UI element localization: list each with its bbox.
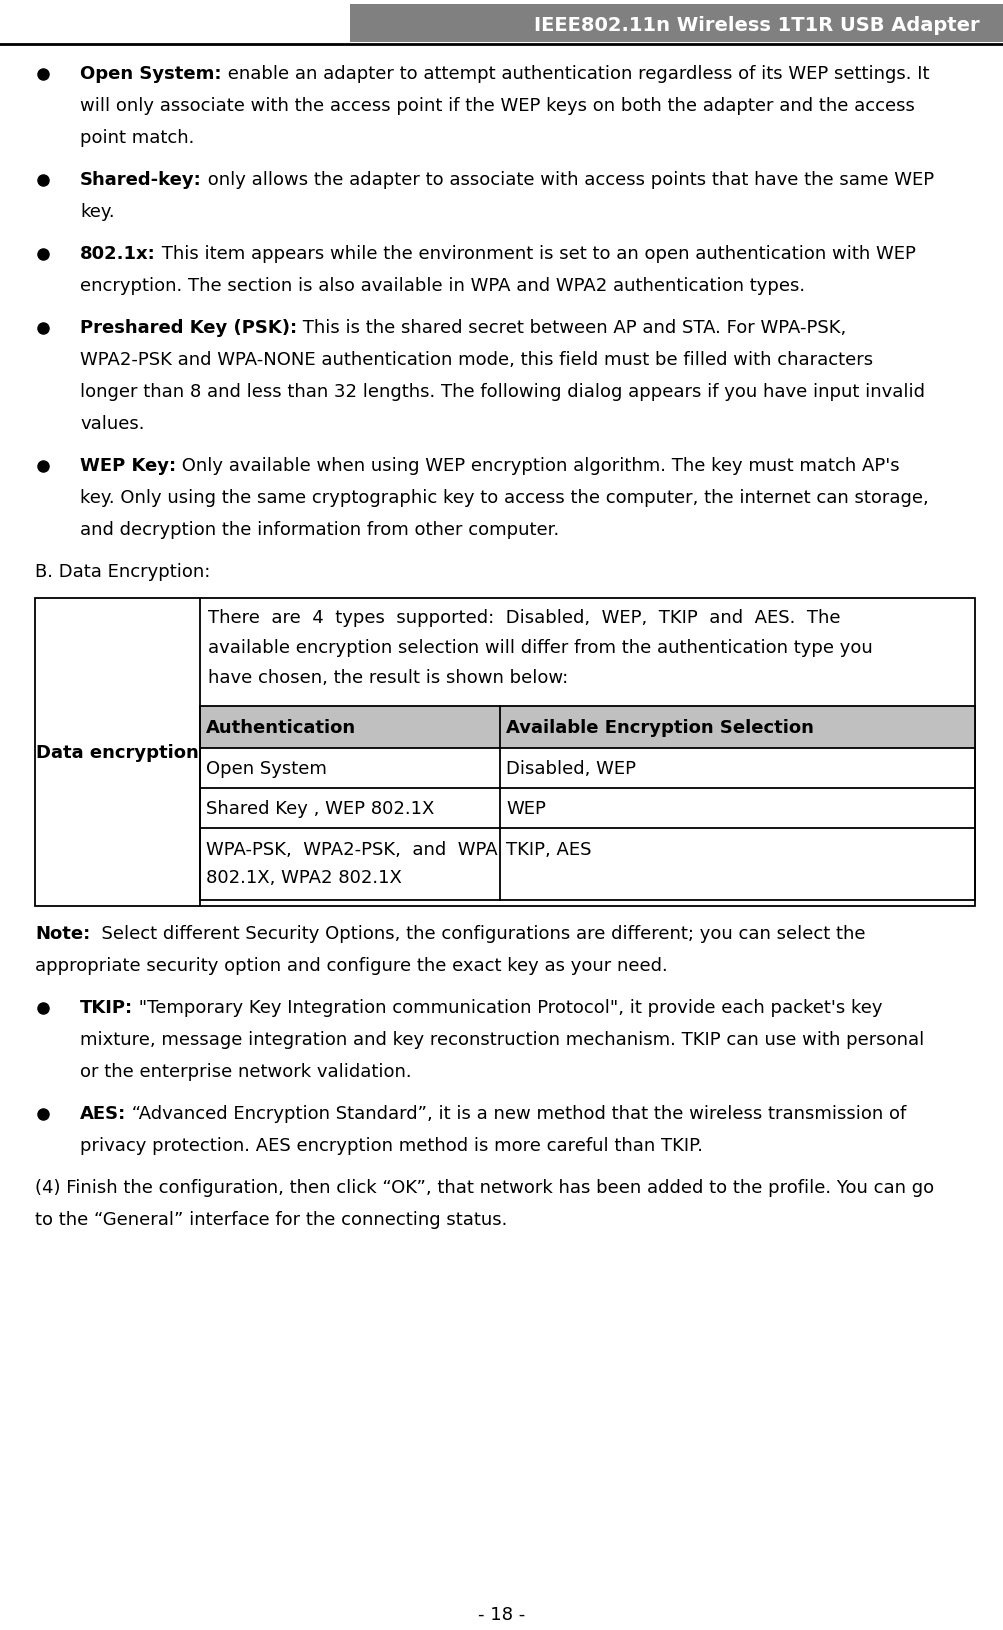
Bar [200, 706, 974, 900]
Text: to the “General” interface for the connecting status.: to the “General” interface for the conne… [35, 1209, 507, 1229]
Text: There  are  4  types  supported:  Disabled,  WEP,  TKIP  and  AES.  The: There are 4 types supported: Disabled, W… [208, 608, 840, 626]
Text: Available Encryption Selection: Available Encryption Selection [506, 719, 813, 737]
Text: enable an adapter to attempt authentication regardless of its WEP settings. It: enable an adapter to attempt authenticat… [222, 65, 928, 83]
Text: Preshared Key (PSK):: Preshared Key (PSK): [80, 319, 297, 337]
Text: WPA-PSK,  WPA2-PSK,  and  WPA: WPA-PSK, WPA2-PSK, and WPA [206, 841, 497, 859]
Text: Disabled, WEP: Disabled, WEP [506, 760, 635, 778]
Text: WPA2-PSK and WPA-NONE authentication mode, this field must be filled with charac: WPA2-PSK and WPA-NONE authentication mod… [80, 350, 873, 368]
Text: "Temporary Key Integration communication Protocol", it provide each packet's key: "Temporary Key Integration communication… [133, 999, 882, 1017]
Text: Shared-key:: Shared-key: [80, 171, 202, 189]
Bar [35, 598, 974, 906]
Bar [350, 5, 1003, 42]
Text: key.: key. [80, 202, 114, 220]
Text: Open System: Open System [206, 760, 327, 778]
Text: mixture, message integration and key reconstruction mechanism. TKIP can use with: mixture, message integration and key rec… [80, 1030, 924, 1048]
Text: This item appears while the environment is set to an open authentication with WE: This item appears while the environment … [155, 244, 915, 262]
Text: or the enterprise network validation.: or the enterprise network validation. [80, 1063, 411, 1081]
Text: will only associate with the access point if the WEP keys on both the adapter an: will only associate with the access poin… [80, 96, 914, 116]
Text: values.: values. [80, 414, 144, 432]
Text: have chosen, the result is shown below:: have chosen, the result is shown below: [208, 668, 568, 686]
Text: appropriate security option and configure the exact key as your need.: appropriate security option and configur… [35, 957, 667, 975]
Text: Open System:: Open System: [80, 65, 222, 83]
Text: WEP: WEP [506, 799, 546, 818]
Text: WEP Key:: WEP Key: [80, 456, 176, 474]
Text: - 18 -: - 18 - [477, 1606, 526, 1623]
Text: 802.1x:: 802.1x: [80, 244, 155, 262]
Text: encryption. The section is also available in WPA and WPA2 authentication types.: encryption. The section is also availabl… [80, 277, 804, 295]
Bar [200, 706, 974, 748]
Text: This is the shared secret between AP and STA. For WPA-PSK,: This is the shared secret between AP and… [297, 319, 846, 337]
Text: available encryption selection will differ from the authentication type you: available encryption selection will diff… [208, 639, 872, 657]
Text: 802.1X, WPA2 802.1X: 802.1X, WPA2 802.1X [206, 869, 401, 887]
Text: Select different Security Options, the configurations are different; you can sel: Select different Security Options, the c… [90, 924, 865, 942]
Text: AES:: AES: [80, 1104, 126, 1123]
Text: TKIP, AES: TKIP, AES [506, 841, 591, 859]
Text: Data encryption: Data encryption [36, 743, 199, 761]
Text: TKIP:: TKIP: [80, 999, 133, 1017]
Text: only allows the adapter to associate with access points that have the same WEP: only allows the adapter to associate wit… [202, 171, 933, 189]
Text: B. Data Encryption:: B. Data Encryption: [35, 562, 211, 580]
Text: longer than 8 and less than 32 lengths. The following dialog appears if you have: longer than 8 and less than 32 lengths. … [80, 383, 924, 401]
Text: Note:: Note: [35, 924, 90, 942]
Text: Only available when using WEP encryption algorithm. The key must match AP's: Only available when using WEP encryption… [176, 456, 899, 474]
Text: and decryption the information from other computer.: and decryption the information from othe… [80, 520, 559, 538]
Text: “Advanced Encryption Standard”, it is a new method that the wireless transmissio: “Advanced Encryption Standard”, it is a … [126, 1104, 906, 1123]
Text: Shared Key , WEP 802.1X: Shared Key , WEP 802.1X [206, 799, 434, 818]
Text: IEEE802.11n Wireless 1T1R USB Adapter: IEEE802.11n Wireless 1T1R USB Adapter [534, 16, 979, 34]
Text: (4) Finish the configuration, then click “OK”, that network has been added to th: (4) Finish the configuration, then click… [35, 1178, 933, 1196]
Text: point match.: point match. [80, 129, 195, 147]
Text: privacy protection. AES encryption method is more careful than TKIP.: privacy protection. AES encryption metho… [80, 1136, 702, 1154]
Text: key. Only using the same cryptographic key to access the computer, the internet : key. Only using the same cryptographic k… [80, 489, 928, 507]
Text: Authentication: Authentication [206, 719, 356, 737]
